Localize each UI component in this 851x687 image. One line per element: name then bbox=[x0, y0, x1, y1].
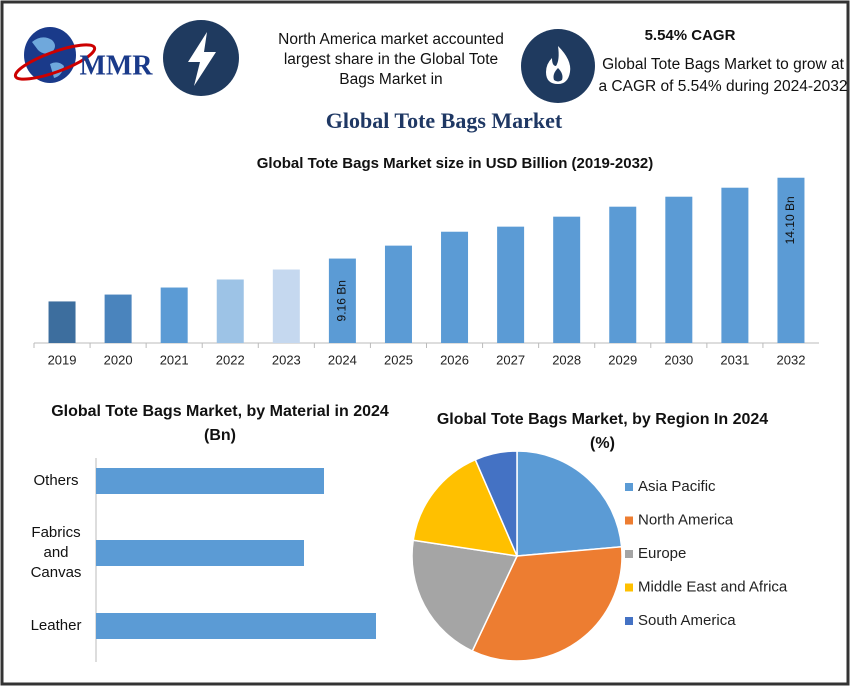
icon-cagr bbox=[521, 29, 595, 103]
share-text: North America market accounted largest s… bbox=[278, 31, 504, 88]
legend-swatch bbox=[625, 516, 633, 525]
bar bbox=[104, 294, 132, 343]
x-tick-label: 2021 bbox=[160, 352, 189, 367]
bar bbox=[160, 287, 188, 343]
pie-slice bbox=[474, 450, 518, 557]
bar bbox=[96, 540, 304, 566]
icon-share bbox=[163, 20, 239, 96]
x-tick-label: 2024 bbox=[328, 352, 357, 367]
pie-slice bbox=[411, 539, 519, 653]
bar bbox=[96, 468, 324, 494]
pie-slice bbox=[516, 450, 623, 557]
y-tick-label: Fabrics and Canvas bbox=[30, 524, 82, 581]
logo: MMR bbox=[13, 27, 153, 83]
x-tick-label: 2028 bbox=[552, 352, 581, 367]
legend-label: South America bbox=[638, 612, 736, 629]
main-title: Global Tote Bags Market bbox=[326, 108, 563, 133]
x-tick-label: 2019 bbox=[48, 352, 77, 367]
y-tick-label: Leather bbox=[30, 617, 82, 634]
x-tick-label: 2029 bbox=[608, 352, 637, 367]
x-tick-label: 2027 bbox=[496, 352, 525, 367]
bar bbox=[497, 226, 525, 343]
bar bbox=[96, 613, 376, 639]
pie-slice bbox=[412, 458, 519, 557]
x-tick-label: 2032 bbox=[777, 352, 806, 367]
bar bbox=[48, 301, 76, 343]
bar bbox=[553, 216, 581, 343]
bar bbox=[328, 258, 356, 343]
x-tick-label: 2031 bbox=[720, 352, 749, 367]
x-tick-label: 2025 bbox=[384, 352, 413, 367]
legend-label: Middle East and Africa bbox=[638, 578, 788, 595]
bar bbox=[665, 196, 693, 343]
bar bbox=[441, 231, 469, 343]
cagr-title: 5.54% CAGR bbox=[645, 27, 736, 44]
pie-slice bbox=[471, 545, 623, 662]
bar bbox=[216, 279, 244, 343]
chart-title: Global Tote Bags Market, by Material in … bbox=[51, 403, 389, 444]
x-tick-label: 2023 bbox=[272, 352, 301, 367]
x-tick-label: 2022 bbox=[216, 352, 245, 367]
legend-swatch bbox=[625, 483, 633, 491]
x-tick-label: 2030 bbox=[664, 352, 693, 367]
brand: MMR bbox=[79, 50, 153, 81]
legend-label: Asia Pacific bbox=[638, 478, 716, 495]
cagr-text: Global Tote Bags Market to grow at a CAG… bbox=[598, 56, 848, 95]
legend-label: North America bbox=[638, 511, 734, 528]
bar bbox=[272, 269, 300, 343]
bar bbox=[777, 177, 805, 343]
y-tick-label: Others bbox=[33, 472, 79, 489]
legend-swatch bbox=[625, 583, 633, 592]
chart-title: Global Tote Bags Market, by Region In 20… bbox=[436, 411, 769, 452]
bar bbox=[721, 187, 749, 343]
x-tick-label: 2026 bbox=[440, 352, 469, 367]
legend-label: Europe bbox=[638, 545, 686, 562]
bar bbox=[384, 245, 412, 343]
value-label: 9.16 Bn bbox=[335, 280, 349, 321]
value-label: 14.10 Bn bbox=[783, 196, 797, 244]
legend-swatch bbox=[625, 550, 633, 558]
chart-title: Global Tote Bags Market size in USD Bill… bbox=[256, 155, 654, 172]
x-tick-label: 2020 bbox=[104, 352, 133, 367]
bar bbox=[609, 206, 637, 343]
legend-swatch bbox=[625, 617, 633, 625]
